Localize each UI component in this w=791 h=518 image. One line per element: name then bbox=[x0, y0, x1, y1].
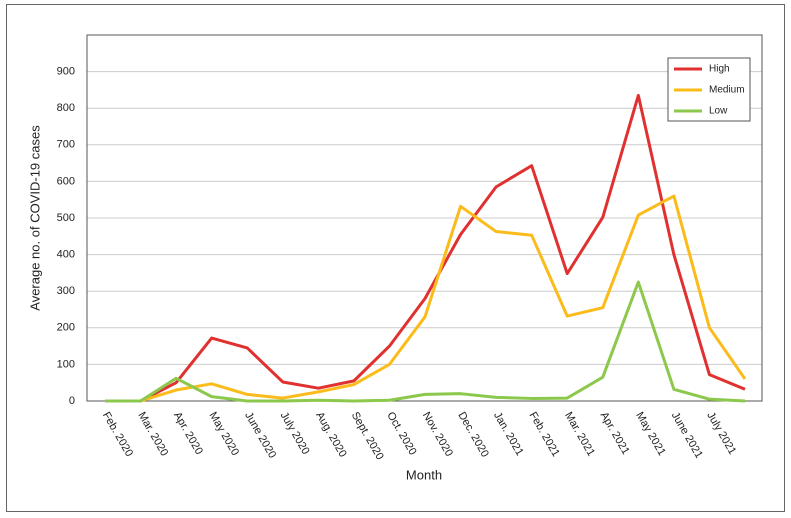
x-tick-label: Nov. 2020 bbox=[420, 410, 455, 459]
x-tick-label: Aug. 2020 bbox=[313, 410, 348, 459]
y-tick-label: 100 bbox=[57, 358, 75, 370]
x-tick-label: Sept. 2020 bbox=[349, 410, 386, 462]
series-line bbox=[105, 93, 746, 403]
x-tick-label: Feb. 2020 bbox=[100, 410, 135, 459]
y-tick-label: 700 bbox=[57, 139, 75, 151]
x-tick-label: July 2020 bbox=[278, 410, 312, 457]
x-tick-label: Jan. 2021 bbox=[491, 410, 526, 458]
x-tick-label: May 2020 bbox=[207, 410, 242, 458]
x-tick-label: Feb. 2021 bbox=[527, 410, 562, 459]
y-tick-label: 800 bbox=[57, 102, 75, 114]
legend-label: Medium bbox=[709, 85, 745, 96]
x-tick-label: Apr. 2021 bbox=[598, 410, 632, 457]
legend-label: Low bbox=[709, 106, 728, 117]
y-tick-label: 900 bbox=[57, 66, 75, 78]
x-tick-label: Dec. 2020 bbox=[455, 410, 490, 459]
x-tick-label: May 2021 bbox=[633, 410, 668, 458]
series-line bbox=[105, 280, 746, 403]
x-tick-label: Apr. 2020 bbox=[171, 410, 205, 457]
y-tick-label: 400 bbox=[57, 249, 75, 261]
y-axis-label: Average no. of COVID-19 cases bbox=[27, 125, 42, 311]
y-tick-label: 300 bbox=[57, 285, 75, 297]
y-tick-label: 600 bbox=[57, 175, 75, 187]
y-tick-label: 200 bbox=[57, 322, 75, 334]
y-tick-label: 500 bbox=[57, 212, 75, 224]
x-tick-label: July 2021 bbox=[704, 410, 738, 457]
frame bbox=[6, 4, 785, 512]
y-tick-label: 0 bbox=[69, 395, 75, 407]
legend-label: High bbox=[709, 64, 730, 75]
x-tick-label: June 2021 bbox=[669, 410, 705, 461]
x-tick-label: June 2020 bbox=[242, 410, 278, 461]
x-tick-label: Oct. 2020 bbox=[384, 410, 418, 457]
x-axis-label: Month bbox=[406, 467, 442, 482]
series-line bbox=[105, 194, 747, 403]
plot-border bbox=[86, 34, 763, 402]
x-tick-label: Mar. 2020 bbox=[135, 410, 170, 458]
x-tick-label: Mar. 2021 bbox=[562, 410, 597, 458]
